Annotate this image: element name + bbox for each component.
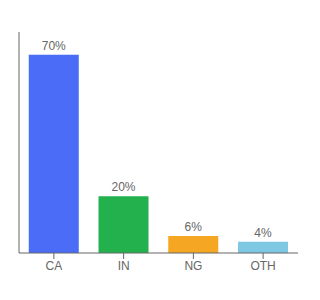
- svg-text:OTH: OTH: [250, 259, 275, 273]
- svg-text:70%: 70%: [42, 39, 66, 53]
- svg-text:NG: NG: [184, 259, 202, 273]
- svg-text:CA: CA: [46, 259, 63, 273]
- svg-text:20%: 20%: [111, 180, 135, 194]
- svg-text:6%: 6%: [185, 220, 203, 234]
- svg-text:IN: IN: [118, 259, 130, 273]
- svg-text:4%: 4%: [254, 226, 272, 240]
